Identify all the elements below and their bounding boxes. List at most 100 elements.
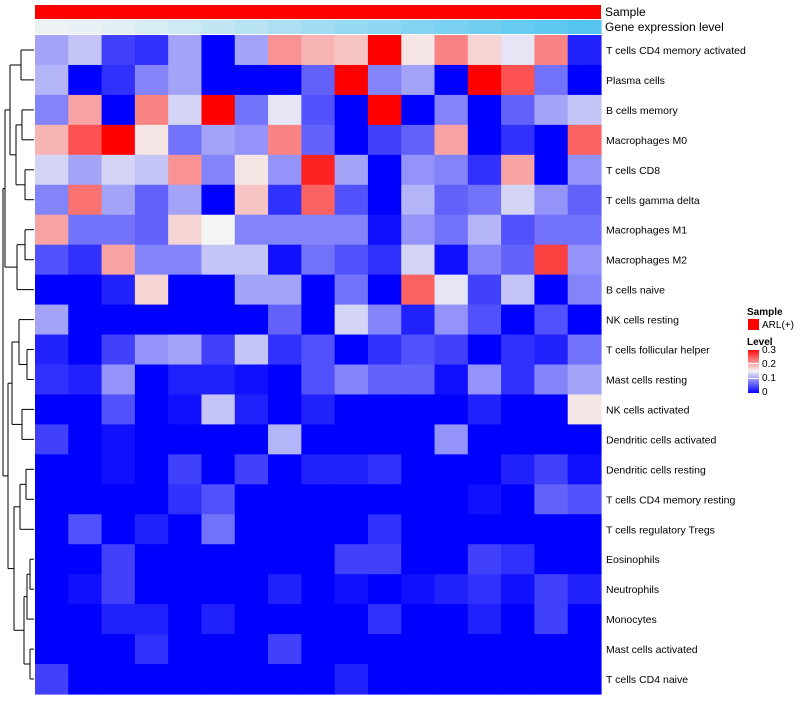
heatmap-cell [367,184,402,216]
row-label: T cells CD4 memory activated [606,45,746,57]
heatmap-cell [534,154,569,186]
heatmap-cell [268,304,302,336]
heatmap-cell [567,664,602,695]
heatmap-cell [434,304,469,336]
heatmap-cell [134,64,169,96]
heatmap-cell [101,214,136,246]
heatmap-cell [301,634,336,665]
heatmap-cell [567,334,602,366]
heatmap-cell [567,184,602,216]
heatmap-cell [367,154,402,186]
heatmap-cell [268,64,302,96]
annotation-label-expression: Gene expression level [605,20,724,34]
heatmap-cell [434,124,469,156]
row-label: Plasma cells [606,75,665,87]
heatmap-cell [168,35,203,66]
heatmap-cell [534,364,569,396]
annotation-bar-sample [35,5,601,19]
heatmap-cell [201,604,236,635]
heatmap-cell [367,544,402,575]
row-label: NK cells resting [606,315,679,327]
heatmap-cell [168,514,203,545]
heatmap-cell [467,244,502,276]
heatmap-cell [434,604,469,635]
heatmap-cell [301,604,336,635]
heatmap-cell [467,124,502,156]
heatmap-cell [101,424,136,455]
heatmap-cell [68,514,103,545]
heatmap-cell [334,484,369,515]
heatmap-cell [401,124,436,156]
heatmap-cell [534,64,569,96]
heatmap-cell [234,394,269,425]
heatmap-cell [101,454,136,485]
heatmap-cell [168,244,203,276]
heatmap-cell [201,364,236,396]
heatmap-cell [68,184,103,216]
heatmap-cell [101,604,136,635]
heatmap-cell [268,424,302,455]
heatmap-cell [434,514,469,545]
heatmap-cell [68,274,103,306]
heatmap-cell [567,274,602,306]
heatmap-cell [35,64,69,96]
heatmap-cell [168,394,203,425]
annotation-cell-expression [35,20,69,34]
heatmap-cell [501,514,536,545]
heatmap-cell [134,94,169,126]
heatmap-cell [401,604,436,635]
annotation-cell-expression [534,20,569,34]
row-label: Dendritic cells resting [606,464,706,476]
heatmap-cell [367,574,402,605]
heatmap-cell [401,334,436,366]
heatmap-cell [35,484,69,515]
row-label: Eosinophils [606,554,660,566]
heatmap-cell [268,184,302,216]
heatmap-cell [301,124,336,156]
heatmap-cell [101,124,136,156]
heatmap-cell [134,304,169,336]
annotation-label-sample: Sample [605,5,646,19]
heatmap-cell [234,64,269,96]
heatmap-cell [268,274,302,306]
row-label: T cells gamma delta [606,195,700,207]
legend-level-colorbar [748,349,759,393]
heatmap-cell [567,94,602,126]
heatmap-cell [268,454,302,485]
heatmap-cell [234,544,269,575]
heatmap-cell [68,604,103,635]
heatmap-cell [168,214,203,246]
heatmap-cell [268,484,302,515]
heatmap-cell [434,214,469,246]
heatmap-cell [434,454,469,485]
row-label: Neutrophils [606,584,659,596]
heatmap-cell [401,634,436,665]
heatmap-cell [268,35,302,66]
annotation-cell-expression [268,20,302,34]
row-label: Dendritic cells activated [606,434,716,446]
heatmap-cell [534,334,569,366]
heatmap-cell [234,244,269,276]
heatmap-cell [234,184,269,216]
heatmap-cell [101,574,136,605]
heatmap-cell [35,364,69,396]
heatmap-cell [534,244,569,276]
heatmap-cell [134,574,169,605]
heatmap-cell [567,214,602,246]
heatmap-cells [35,35,602,695]
heatmap-cell [168,304,203,336]
heatmap-cell [35,544,69,575]
heatmap-cell [401,304,436,336]
heatmap-cell [168,124,203,156]
heatmap-cell [567,124,602,156]
heatmap-cell [234,154,269,186]
heatmap-cell [101,484,136,515]
annotation-cell-expression [101,20,136,34]
heatmap-cell [301,94,336,126]
heatmap-cell [401,664,436,695]
heatmap-cell [268,634,302,665]
heatmap-cell [467,454,502,485]
heatmap-cell [201,274,236,306]
heatmap-cell [301,304,336,336]
